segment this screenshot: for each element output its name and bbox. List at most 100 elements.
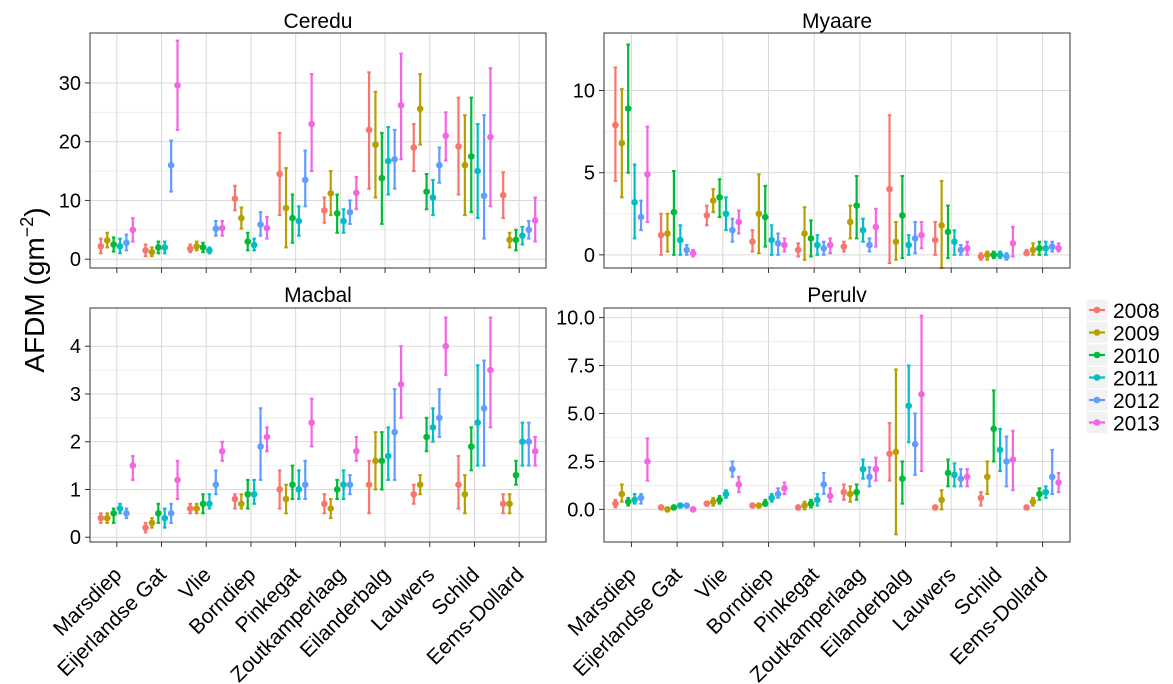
data-point: [631, 496, 638, 504]
series-2013: [644, 314, 1062, 513]
data-point: [110, 241, 117, 248]
data-point: [276, 486, 283, 493]
data-point: [353, 189, 360, 197]
data-point: [984, 251, 991, 259]
data-point: [918, 231, 925, 239]
data-point: [807, 235, 815, 242]
data-point: [212, 225, 220, 232]
data-point: [846, 490, 854, 498]
data-point: [199, 244, 207, 251]
y-tick-label: 10.0: [556, 308, 595, 330]
data-point: [840, 243, 848, 250]
data-point: [295, 217, 303, 225]
data-point: [129, 462, 137, 469]
data-point: [1003, 458, 1010, 465]
data-point: [531, 217, 539, 224]
legend-label: 2009: [1113, 323, 1160, 346]
data-point: [755, 502, 763, 509]
data-point: [499, 500, 507, 508]
data-point: [1029, 498, 1037, 506]
y-axis-label-close: ): [19, 207, 50, 216]
data-point: [142, 247, 149, 254]
data-point: [794, 246, 802, 254]
data-point: [664, 506, 671, 513]
data-point: [436, 161, 443, 169]
data-point: [886, 450, 893, 458]
data-point: [148, 248, 156, 256]
data-point: [1009, 456, 1017, 463]
data-point: [618, 139, 626, 147]
data-point: [1003, 253, 1010, 260]
panel-title: Myaare: [802, 10, 872, 33]
y-tick-label: 4: [70, 336, 81, 358]
data-point: [129, 226, 137, 234]
data-point: [990, 251, 998, 259]
data-point: [905, 241, 913, 249]
legend-label: 2011: [1113, 368, 1158, 391]
data-point: [174, 476, 181, 484]
data-point: [859, 226, 867, 234]
data-point: [716, 194, 723, 201]
y-tick-label: 0: [70, 249, 81, 271]
data-point: [167, 161, 175, 169]
data-point: [346, 208, 354, 216]
data-point: [631, 198, 638, 206]
data-point: [899, 212, 906, 219]
data-point: [327, 190, 335, 197]
data-point: [774, 240, 782, 247]
data-point: [749, 238, 756, 246]
series-2008: [97, 455, 507, 534]
data-point: [340, 217, 347, 225]
data-point: [174, 81, 181, 89]
panel-title: Macbal: [284, 284, 352, 307]
data-point: [820, 481, 828, 488]
data-point: [944, 228, 952, 236]
data-point: [378, 174, 386, 182]
y-tick-label: 7.5: [567, 356, 595, 378]
data-point: [624, 105, 632, 112]
data-point: [1023, 504, 1030, 511]
series-2012: [123, 114, 533, 252]
data-point: [644, 171, 651, 178]
legend-key-point: [1093, 329, 1101, 336]
data-point: [429, 424, 437, 431]
data-point: [612, 121, 619, 129]
data-point: [289, 481, 296, 488]
data-point: [250, 490, 258, 498]
series-2013: [129, 316, 539, 501]
data-point: [1042, 488, 1050, 496]
data-point: [689, 506, 697, 513]
data-point: [957, 246, 965, 254]
data-point: [735, 218, 743, 226]
data-point: [664, 230, 671, 237]
data-point: [512, 236, 520, 244]
data-point: [436, 414, 443, 422]
data-point: [931, 504, 939, 511]
data-point: [826, 492, 834, 500]
legend-item-2008: 2008: [1085, 298, 1160, 323]
series-2009: [618, 87, 1037, 269]
data-point: [327, 505, 335, 512]
data-point: [1048, 473, 1056, 481]
data-point: [212, 481, 220, 488]
data-point: [519, 232, 526, 239]
panel-border: [89, 307, 547, 543]
data-point: [257, 221, 264, 228]
data-point: [103, 237, 111, 244]
data-point: [1048, 243, 1056, 250]
data-point: [423, 188, 430, 195]
data-point: [670, 504, 678, 511]
data-point: [97, 242, 105, 250]
y-tick-label: 0: [584, 245, 595, 267]
panels-layer: Ceredu 0 10 20 30 Myaare 0 5 10 Macbal 0 1 2 3 4 Perulv…: [59, 10, 1071, 549]
series-2012: [123, 359, 533, 524]
panel-border: [603, 307, 1071, 543]
data-point: [506, 236, 513, 244]
data-point: [116, 505, 124, 512]
data-point: [951, 238, 958, 246]
data-point: [263, 224, 271, 232]
data-point: [977, 253, 985, 260]
legend-item-2009: 2009: [1085, 321, 1160, 346]
y-tick-label: 0: [70, 527, 81, 549]
